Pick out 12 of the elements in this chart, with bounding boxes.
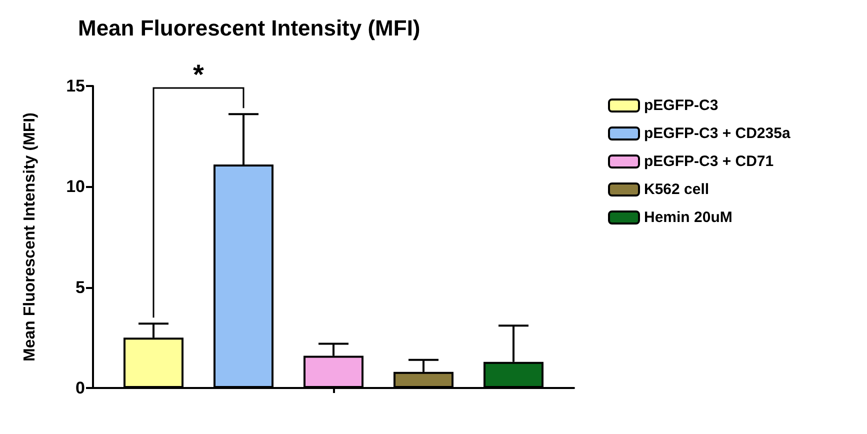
legend-label: pEGFP-C3 + CD71 [644, 153, 774, 170]
legend-label: K562 cell [644, 181, 710, 198]
y-tick-label: 0 [76, 378, 85, 398]
annotation: * [193, 59, 204, 90]
chart-title: Mean Fluorescent Intensity (MFI) [78, 16, 420, 40]
y-tick-label: 10 [66, 177, 85, 196]
y-axis-title: Mean Fluorescent Intensity (MFI) [22, 112, 38, 362]
legend-label: pEGFP-C3 [644, 97, 718, 114]
y-tick-label: 5 [76, 278, 85, 297]
legend-label: pEGFP-C3 + CD235a [644, 125, 791, 142]
legend-label: Hemin 20uM [644, 209, 732, 226]
y-tick-label: 15 [66, 76, 85, 96]
